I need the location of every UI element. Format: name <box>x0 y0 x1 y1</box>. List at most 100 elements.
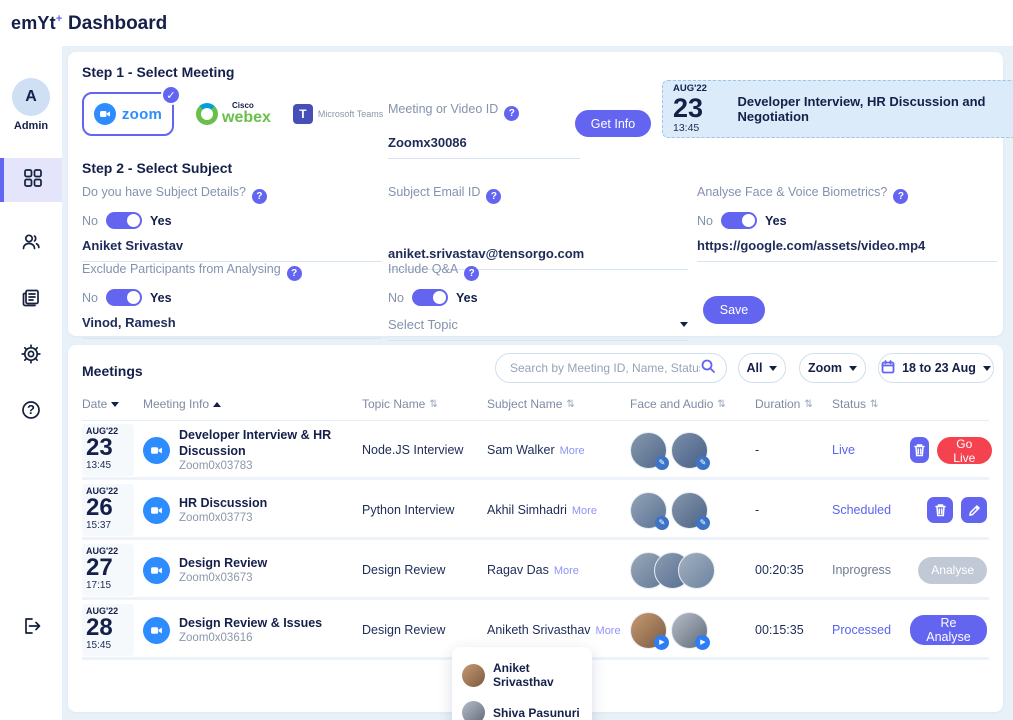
video-url-input[interactable] <box>697 238 997 262</box>
sidebar-item-reports[interactable] <box>0 278 62 322</box>
meeting-id-input[interactable] <box>388 135 580 159</box>
status-badge: Processed <box>832 623 892 637</box>
edit-badge-icon[interactable]: ✎ <box>696 515 710 530</box>
duration: 00:15:35 <box>755 623 804 637</box>
meeting-name: HR Discussion <box>179 496 268 511</box>
col-status[interactable]: Status ⇅ <box>832 397 879 411</box>
more-link[interactable]: More <box>559 445 585 457</box>
participant-avatar[interactable]: ✎ <box>630 431 669 470</box>
toggle-yes-label: Yes <box>455 290 478 305</box>
search-icon[interactable] <box>700 358 716 379</box>
filter-provider-dropdown[interactable]: Zoom <box>799 353 866 383</box>
table-row: AUG'22 27 17:15 Design Review Zoom0x03673 D… <box>82 543 989 600</box>
admin-label: Admin <box>13 120 49 132</box>
col-topic-name[interactable]: Topic Name ⇅ <box>362 397 438 411</box>
provider-teams-button[interactable]: T Microsoft Teams <box>292 104 383 124</box>
row-date: AUG'22 26 15:37 <box>82 484 134 536</box>
biometrics-toggle[interactable] <box>720 212 757 229</box>
duration: - <box>755 443 760 457</box>
participant-avatar[interactable] <box>678 551 715 589</box>
more-link[interactable]: More <box>571 505 597 517</box>
subjects-popup: Aniket Srivasthav Shiva Pasunuri <box>452 647 592 720</box>
col-duration[interactable]: Duration ⇅ <box>755 397 813 411</box>
more-link[interactable]: More <box>553 565 579 577</box>
delete-button[interactable] <box>910 437 929 463</box>
filter-provider-label: Zoom <box>807 361 843 375</box>
sidebar-item-help[interactable]: ? <box>0 390 62 434</box>
provider-zoom-button[interactable]: zoom ✓ <box>82 85 181 136</box>
participant-avatar[interactable]: ✎ <box>671 431 710 470</box>
step1-title: Step 1 - Select Meeting <box>82 64 235 80</box>
subject-email-label: Subject Email ID <box>388 185 481 199</box>
sidebar-item-users[interactable] <box>0 222 62 266</box>
selected-check-icon: ✓ <box>161 85 181 105</box>
sidebar-item-dashboard[interactable] <box>0 158 62 202</box>
help-circle-icon[interactable]: ? <box>464 266 480 281</box>
analyse-button[interactable]: Analyse <box>918 556 987 584</box>
sort-icon: ⇅ <box>566 398 575 410</box>
help-circle-icon[interactable]: ? <box>893 189 909 204</box>
edit-badge-icon[interactable]: ✎ <box>655 515 669 530</box>
users-icon <box>20 231 42 258</box>
col-subject-name[interactable]: Subject Name ⇅ <box>487 397 575 411</box>
edit-badge-icon[interactable]: ✎ <box>655 455 669 470</box>
app-logo: emYt+ <box>11 13 63 33</box>
subject-details-toggle[interactable] <box>105 212 142 229</box>
topic-select-placeholder: Select Topic <box>388 317 458 332</box>
play-badge-icon[interactable]: ▶ <box>695 634 710 650</box>
edit-button[interactable] <box>961 497 987 523</box>
filter-all-dropdown[interactable]: All <box>738 353 786 383</box>
logout-icon <box>20 615 42 642</box>
excluded-participants-input[interactable] <box>82 315 382 339</box>
provider-webex-button[interactable]: Cisco webex <box>196 102 271 126</box>
subject-details-label: Do you have Subject Details? <box>82 185 246 199</box>
logout-button[interactable] <box>0 606 62 650</box>
sidebar: A Admin ? <box>0 46 62 720</box>
subject-name: Akhil Simhadri <box>487 503 567 517</box>
include-qa-group: Include Q&A? No Yes Select Topic <box>388 260 688 341</box>
include-qa-toggle[interactable] <box>411 289 448 306</box>
help-circle-icon[interactable]: ? <box>486 189 502 204</box>
help-circle-icon[interactable]: ? <box>251 189 267 204</box>
exclude-participants-toggle[interactable] <box>105 289 142 306</box>
event-time: 13:45 <box>673 121 700 134</box>
re-analyse-button[interactable]: Re Analyse <box>910 615 987 645</box>
subject-name-input[interactable] <box>82 238 382 262</box>
subject-email-input[interactable] <box>388 246 688 270</box>
sidebar-item-settings[interactable] <box>0 334 62 378</box>
popup-subject-item[interactable]: Aniket Srivasthav <box>462 655 582 695</box>
get-info-button[interactable]: Get Info <box>575 110 651 137</box>
participant-avatar[interactable]: ▶ <box>671 611 710 650</box>
filter-daterange-dropdown[interactable]: 18 to 23 Aug <box>878 353 994 383</box>
search-input[interactable] <box>510 361 700 375</box>
upcoming-event-card: AUG'22 23 13:45 Developer Interview, HR … <box>662 80 1013 138</box>
chevron-down-icon <box>982 365 991 371</box>
delete-button[interactable] <box>927 497 953 523</box>
edit-badge-icon[interactable]: ✎ <box>696 455 710 470</box>
meeting-id: Zoom0x03773 <box>179 511 253 524</box>
more-link[interactable]: More <box>595 625 621 637</box>
exclude-participants-label: Exclude Participants from Analysing <box>82 262 281 276</box>
col-meeting-info[interactable]: Meeting Info <box>137 397 362 411</box>
participant-avatar[interactable]: ✎ <box>630 491 669 530</box>
col-date[interactable]: Date <box>82 397 137 411</box>
calendar-icon <box>881 359 895 377</box>
save-button[interactable]: Save <box>703 296 765 324</box>
help-circle-icon[interactable]: ? <box>286 266 302 281</box>
zoom-meeting-icon <box>143 496 170 524</box>
play-badge-icon[interactable]: ▶ <box>654 634 669 650</box>
event-month: AUG'22 <box>673 83 707 95</box>
avatar[interactable]: A <box>12 78 50 116</box>
col-face-audio[interactable]: Face and Audio ⇅ <box>630 397 726 411</box>
participant-avatar[interactable]: ▶ <box>630 611 669 650</box>
go-live-button[interactable]: Go Live <box>936 436 993 465</box>
participant-avatar[interactable]: ✎ <box>671 491 710 530</box>
step2-title: Step 2 - Select Subject <box>82 160 233 176</box>
help-circle-icon[interactable]: ? <box>504 106 520 121</box>
table-header: Date Meeting Info Topic Name ⇅ Subject Na… <box>82 397 989 421</box>
topic-name: Node.JS Interview <box>362 443 464 457</box>
topic-select[interactable]: Select Topic <box>388 317 688 341</box>
event-title: Developer Interview, HR Discussion and N… <box>737 94 986 124</box>
popup-subject-item[interactable]: Shiva Pasunuri <box>462 695 582 720</box>
webex-logo-icon <box>196 103 218 125</box>
